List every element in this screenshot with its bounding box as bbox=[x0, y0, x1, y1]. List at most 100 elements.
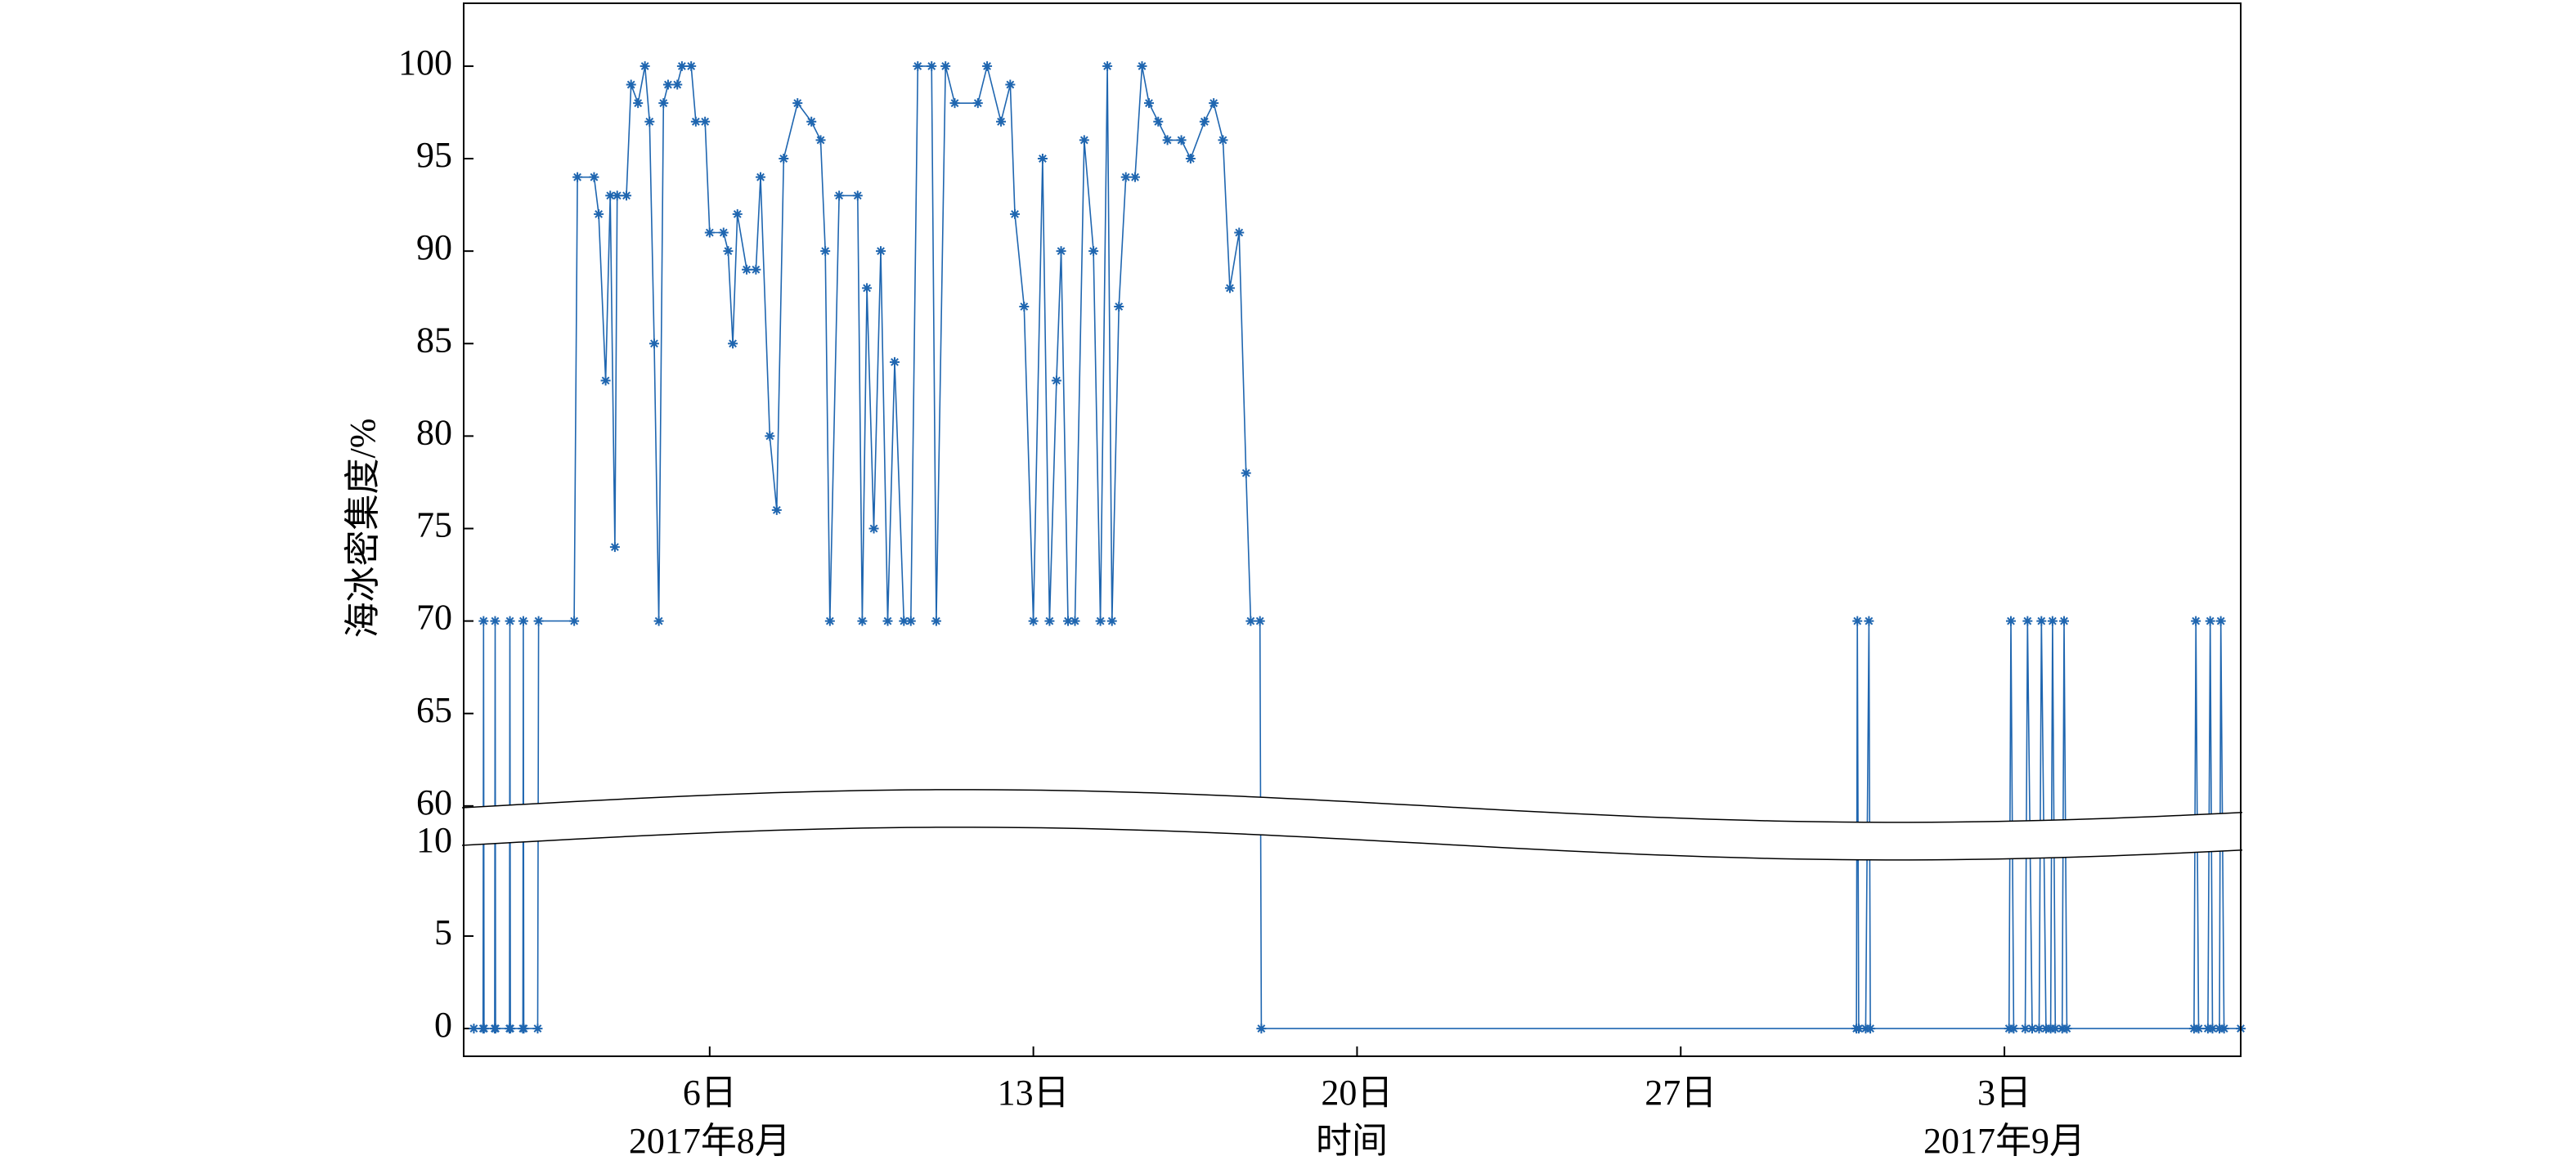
data-marker bbox=[852, 190, 863, 201]
data-marker bbox=[622, 190, 632, 201]
data-marker bbox=[862, 283, 873, 294]
data-marker bbox=[876, 246, 886, 257]
data-marker bbox=[609, 542, 620, 553]
data-marker bbox=[518, 1024, 529, 1034]
y-tick-label: 70 bbox=[416, 598, 452, 638]
data-marker bbox=[2050, 1024, 2061, 1034]
data-marker bbox=[1865, 1024, 1876, 1034]
y-tick-label: 65 bbox=[416, 690, 452, 730]
data-marker bbox=[1185, 154, 1196, 164]
data-marker bbox=[1010, 208, 1021, 219]
y-tick-label: 0 bbox=[434, 1005, 452, 1045]
data-marker bbox=[913, 60, 923, 71]
data-marker bbox=[648, 338, 659, 349]
y-tick-label: 5 bbox=[434, 912, 452, 952]
data-marker bbox=[1088, 246, 1099, 257]
y-tick-label: 85 bbox=[416, 320, 452, 360]
data-marker bbox=[644, 116, 655, 127]
data-marker bbox=[1176, 135, 1187, 146]
data-marker bbox=[2205, 616, 2215, 626]
data-marker bbox=[723, 246, 734, 257]
data-marker bbox=[824, 616, 835, 626]
data-marker bbox=[1143, 98, 1154, 109]
data-line bbox=[473, 65, 2241, 1029]
data-marker bbox=[1234, 227, 1245, 238]
data-marker bbox=[676, 60, 687, 71]
data-marker bbox=[982, 60, 993, 71]
data-marker bbox=[1051, 375, 1061, 386]
data-marker bbox=[1028, 616, 1039, 626]
data-marker bbox=[569, 616, 580, 626]
data-marker bbox=[1130, 172, 1141, 182]
data-marker bbox=[533, 616, 544, 626]
data-marker bbox=[1864, 616, 1874, 626]
data-marker bbox=[1095, 616, 1106, 626]
data-marker bbox=[1153, 116, 1164, 127]
plot-frame bbox=[463, 2, 2242, 1057]
data-marker bbox=[1199, 116, 1209, 127]
data-marker bbox=[2022, 616, 2033, 626]
data-marker bbox=[732, 208, 743, 219]
data-marker bbox=[1256, 1024, 1267, 1034]
data-marker bbox=[1106, 616, 1117, 626]
y-tick-label: 90 bbox=[416, 227, 452, 267]
data-marker bbox=[742, 264, 752, 275]
data-marker bbox=[469, 1024, 479, 1034]
data-marker bbox=[518, 616, 528, 626]
y-tick-label: 95 bbox=[416, 135, 452, 175]
data-marker bbox=[2005, 616, 2016, 626]
data-marker bbox=[1241, 468, 1251, 478]
data-marker bbox=[1209, 98, 1219, 109]
data-marker bbox=[779, 154, 789, 164]
data-marker bbox=[1853, 1024, 1864, 1034]
data-marker bbox=[626, 79, 636, 90]
data-marker bbox=[2047, 616, 2058, 626]
data-marker bbox=[1245, 616, 1256, 626]
data-marker bbox=[2034, 1024, 2044, 1034]
data-marker bbox=[690, 116, 701, 127]
data-marker bbox=[612, 190, 622, 201]
data-marker bbox=[756, 172, 766, 182]
y-tick-label: 75 bbox=[416, 505, 452, 545]
data-marker bbox=[868, 523, 879, 534]
data-marker bbox=[751, 264, 761, 275]
data-marker bbox=[505, 1024, 516, 1034]
y-tick-label: 100 bbox=[398, 43, 452, 83]
data-marker bbox=[686, 60, 697, 71]
data-marker bbox=[662, 79, 673, 90]
data-marker bbox=[1005, 79, 1016, 90]
data-marker bbox=[1079, 135, 1089, 146]
data-marker bbox=[589, 172, 599, 182]
data-marker bbox=[927, 60, 937, 71]
data-marker bbox=[1044, 616, 1055, 626]
data-marker bbox=[1852, 616, 1863, 626]
data-marker bbox=[1063, 616, 1074, 626]
data-marker bbox=[505, 616, 515, 626]
data-marker bbox=[478, 1024, 489, 1034]
data-marker bbox=[889, 356, 900, 367]
data-marker bbox=[490, 616, 500, 626]
data-marker bbox=[2207, 1024, 2218, 1034]
data-marker bbox=[1218, 135, 1228, 146]
data-marker bbox=[2008, 1024, 2019, 1034]
data-marker bbox=[2062, 1024, 2072, 1034]
data-marker bbox=[728, 338, 738, 349]
data-marker bbox=[940, 60, 951, 71]
data-marker bbox=[600, 375, 611, 386]
data-marker bbox=[905, 616, 916, 626]
data-marker bbox=[792, 98, 803, 109]
data-marker bbox=[2193, 1024, 2204, 1034]
data-marker bbox=[672, 79, 683, 90]
data-marker bbox=[478, 616, 489, 626]
data-marker bbox=[857, 616, 868, 626]
data-marker bbox=[2026, 1024, 2037, 1034]
data-marker bbox=[653, 616, 664, 626]
data-marker bbox=[2036, 616, 2047, 626]
data-marker bbox=[1056, 246, 1066, 257]
data-marker bbox=[972, 98, 983, 109]
y-tick-label: 80 bbox=[416, 412, 452, 452]
data-marker bbox=[882, 616, 893, 626]
data-marker bbox=[572, 172, 583, 182]
x-tick-label: 27日 bbox=[1645, 1073, 1717, 1113]
data-marker bbox=[2215, 616, 2226, 626]
